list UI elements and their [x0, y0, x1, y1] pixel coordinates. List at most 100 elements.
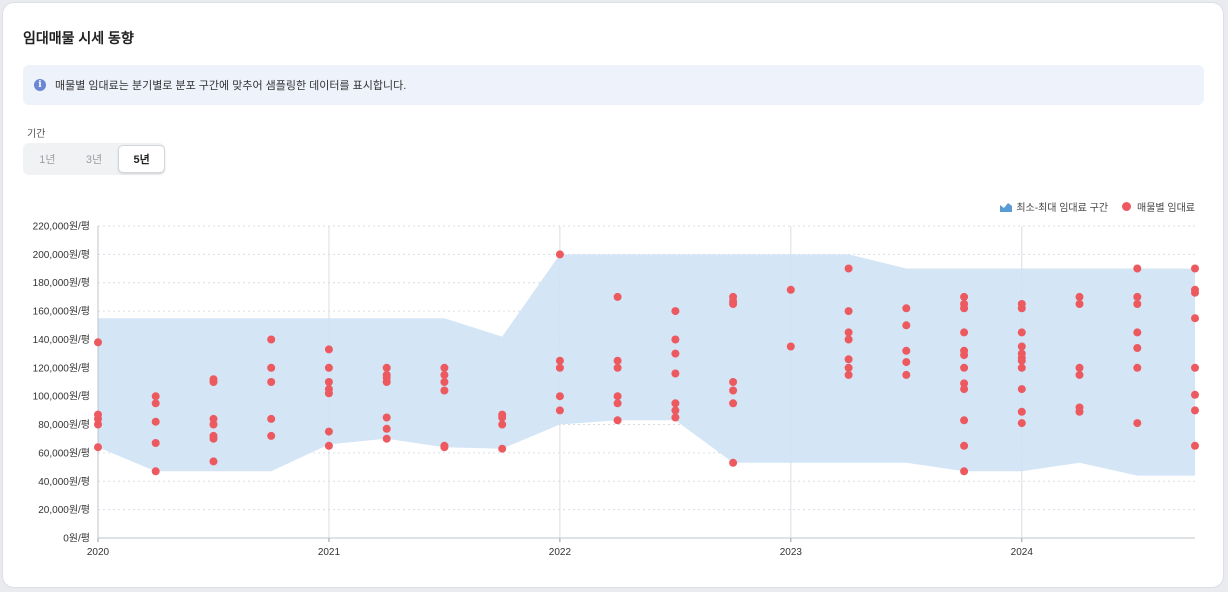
rent-point[interactable]	[94, 338, 102, 347]
rent-point[interactable]	[1133, 264, 1142, 273]
rent-point[interactable]	[209, 378, 218, 386]
rent-point[interactable]	[1191, 288, 1199, 297]
rent-point[interactable]	[960, 416, 969, 425]
rent-point[interactable]	[94, 443, 102, 452]
rent-point[interactable]	[440, 370, 449, 379]
rent-point[interactable]	[382, 413, 391, 422]
rent-point[interactable]	[1075, 370, 1084, 379]
rent-point[interactable]	[267, 414, 276, 423]
rent-point[interactable]	[1191, 390, 1199, 399]
rent-point[interactable]	[498, 413, 507, 422]
rent-point[interactable]	[324, 441, 333, 450]
rent-point[interactable]	[671, 413, 680, 422]
rent-point[interactable]	[1017, 304, 1026, 313]
rent-point[interactable]	[151, 417, 160, 426]
rent-point[interactable]	[1017, 328, 1026, 337]
rent-point[interactable]	[324, 389, 333, 398]
rent-point[interactable]	[1017, 363, 1026, 372]
rent-point[interactable]	[960, 441, 969, 450]
rent-point[interactable]	[555, 363, 564, 372]
rent-point[interactable]	[324, 378, 333, 386]
rent-point[interactable]	[440, 386, 449, 395]
period-option-3y[interactable]: 3년	[85, 154, 103, 166]
rent-point[interactable]	[94, 414, 102, 423]
rent-point[interactable]	[498, 420, 507, 429]
rent-point[interactable]	[960, 467, 969, 476]
rent-point[interactable]	[1191, 406, 1199, 415]
rent-point[interactable]	[555, 250, 564, 259]
rent-point[interactable]	[613, 392, 622, 401]
rent-point[interactable]	[1075, 292, 1084, 301]
rent-point[interactable]	[844, 370, 853, 379]
rent-point[interactable]	[1133, 419, 1142, 428]
rent-point[interactable]	[1017, 342, 1026, 351]
rent-point[interactable]	[844, 355, 853, 364]
rent-point[interactable]	[1133, 292, 1142, 301]
rent-point[interactable]	[324, 345, 333, 354]
rent-point[interactable]	[902, 321, 911, 330]
rent-point[interactable]	[209, 414, 218, 423]
rent-point[interactable]	[382, 434, 391, 443]
rent-point[interactable]	[671, 406, 680, 415]
rent-point[interactable]	[902, 304, 911, 313]
rent-point[interactable]	[1017, 356, 1026, 365]
rent-point[interactable]	[1017, 385, 1026, 394]
rent-point[interactable]	[960, 385, 969, 394]
rent-point[interactable]	[498, 444, 507, 453]
rent-point[interactable]	[1075, 300, 1084, 308]
rent-point[interactable]	[440, 378, 449, 386]
rent-point[interactable]	[555, 392, 564, 401]
rent-point[interactable]	[440, 363, 449, 372]
rent-point[interactable]	[729, 300, 738, 308]
rent-point[interactable]	[209, 434, 218, 443]
rent-point[interactable]	[267, 363, 276, 372]
rent-point[interactable]	[671, 399, 680, 408]
rent-point[interactable]	[1191, 264, 1199, 273]
rent-point[interactable]	[729, 378, 738, 386]
rent-point[interactable]	[1191, 441, 1199, 450]
rent-point[interactable]	[382, 378, 391, 386]
rent-point[interactable]	[555, 406, 564, 415]
rent-point[interactable]	[151, 392, 160, 401]
rent-point[interactable]	[960, 292, 969, 301]
rent-point[interactable]	[844, 307, 853, 316]
rent-point[interactable]	[960, 328, 969, 337]
rent-point[interactable]	[1191, 363, 1199, 372]
rent-point[interactable]	[324, 363, 333, 372]
rent-point[interactable]	[267, 335, 276, 344]
rent-point[interactable]	[671, 349, 680, 358]
rent-point[interactable]	[729, 386, 738, 395]
rent-point[interactable]	[902, 370, 911, 379]
rent-point[interactable]	[440, 443, 449, 452]
rent-point[interactable]	[1191, 314, 1199, 323]
rent-point[interactable]	[613, 416, 622, 425]
period-option-1y[interactable]: 1년	[39, 154, 56, 166]
rent-point[interactable]	[960, 304, 969, 313]
rent-point[interactable]	[671, 307, 680, 316]
rent-point[interactable]	[960, 351, 969, 360]
rent-point[interactable]	[960, 379, 969, 388]
rent-point[interactable]	[1075, 363, 1084, 372]
rent-point[interactable]	[267, 378, 276, 386]
rent-point[interactable]	[844, 335, 853, 344]
rent-point[interactable]	[902, 346, 911, 355]
rent-point[interactable]	[844, 363, 853, 372]
rent-point[interactable]	[382, 424, 391, 433]
rent-point[interactable]	[613, 363, 622, 372]
rent-point[interactable]	[1017, 419, 1026, 428]
rent-point[interactable]	[844, 328, 853, 337]
rent-point[interactable]	[151, 439, 160, 447]
rent-point[interactable]	[382, 363, 391, 372]
rent-point[interactable]	[902, 358, 911, 367]
rent-point[interactable]	[786, 285, 795, 294]
legend-item-range[interactable]: 최소-최대 임대료 구간	[1000, 199, 1108, 214]
rent-point[interactable]	[1133, 300, 1142, 308]
rent-point[interactable]	[613, 356, 622, 365]
rent-point[interactable]	[729, 399, 738, 408]
rent-point[interactable]	[1133, 344, 1142, 352]
rent-point[interactable]	[94, 420, 102, 429]
rent-point[interactable]	[209, 457, 218, 466]
rent-point[interactable]	[844, 264, 853, 273]
period-option-5y[interactable]: 5년	[118, 145, 166, 173]
rent-point[interactable]	[324, 427, 333, 436]
